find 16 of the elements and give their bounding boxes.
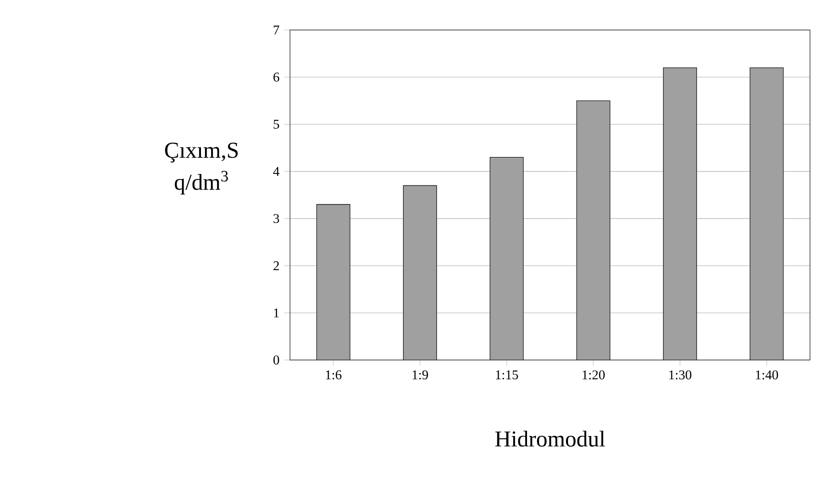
y-axis-title: Çıxım,S q/dm$^{3}$ — [165, 142, 238, 195]
x-tick-label: 1:6 — [326, 370, 342, 380]
y-tick-label: 3 — [274, 214, 280, 224]
y-tick-label: 5 — [274, 120, 280, 129]
x-tick-label: 1:40 — [756, 370, 778, 380]
y-tick-label: 1 — [274, 308, 279, 318]
x-tick-label: 1:15 — [496, 370, 518, 380]
y-tick-label: 6 — [274, 72, 280, 82]
x-axis-title: Hidromodul — [495, 430, 605, 447]
x-tick-label: 1:20 — [582, 370, 605, 380]
x-tick-label: 1:9 — [412, 370, 428, 380]
y-tick-label: 7 — [274, 26, 280, 34]
y-tick-label: 4 — [273, 167, 280, 176]
x-tick-label: 1:30 — [669, 370, 692, 380]
y-tick-label: 2 — [274, 261, 279, 270]
y-tick-label: 0 — [273, 356, 280, 364]
